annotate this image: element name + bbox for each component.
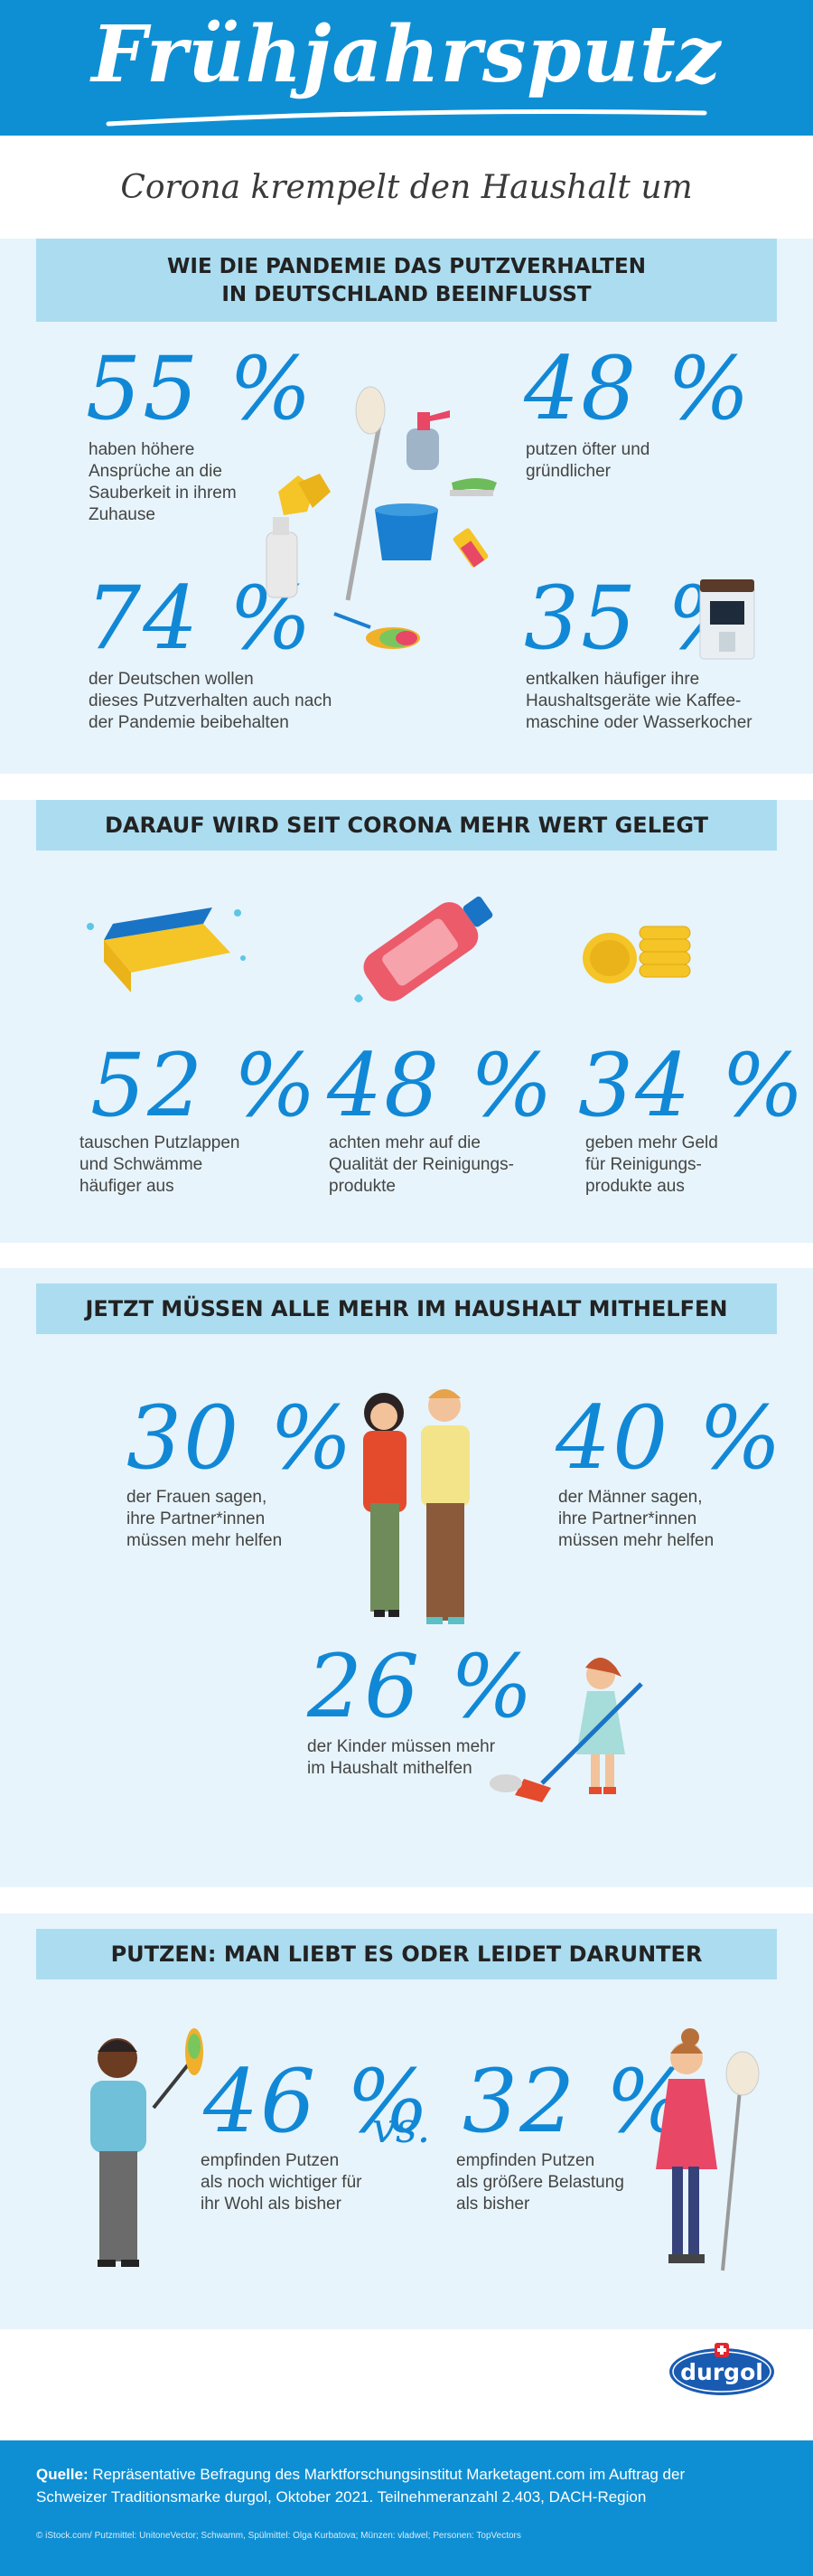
stat-value: 34 % (578, 1035, 806, 1136)
section-heading: PUTZEN: MAN LIEBT ES ODER LEIDET DARUNTE… (36, 1929, 777, 1979)
stat-value: 55 % (86, 338, 313, 439)
stat-value: 48 % (524, 338, 752, 439)
stat-description: der Männer sagen, ihre Partner*innen müsse… (558, 1488, 715, 1550)
stat-description: der Kinder müssen mehr im Haushalt mithel… (307, 1737, 496, 1778)
title-underline (106, 109, 707, 127)
section-heading: WIE DIE PANDEMIE DAS PUTZVERHALTEN IN DE… (36, 239, 777, 322)
section-heading: JETZT MÜSSEN ALLE MEHR IM HAUSHALT MITHE… (36, 1283, 777, 1334)
sponge-icon (87, 907, 246, 992)
footer: Quelle: Repräsentative Befragung des Mar… (0, 2440, 813, 2576)
stat-value: 30 % (126, 1387, 354, 1489)
section-love-or-suffer: PUTZEN: MAN LIEBT ES ODER LEIDET DARUNTE… (0, 1913, 813, 2329)
stat-description: achten mehr auf die Qualität der Reinigun… (329, 1133, 514, 1196)
detergent-bottle-icon (354, 896, 493, 1002)
logo-text: durgol (680, 2359, 763, 2385)
stat-value: 46 % (203, 2051, 431, 2152)
stat-value: 40 % (556, 1387, 783, 1489)
durgol-logo-overlay: durgol (668, 2343, 775, 2395)
coins-icon (583, 926, 691, 983)
page-subtitle: Corona krempelt den Haushalt um (120, 169, 693, 206)
section-priorities: DARAUF WIRD SEIT CORONA MEHR WERT GELEGT… (0, 800, 813, 1243)
stat-description: tauschen Putzlappen und Schwämme häufiger … (79, 1133, 240, 1196)
child-sweeping-illustration (490, 1658, 643, 1802)
stat-description: geben mehr Geld für Reinigungs-produkte a… (585, 1133, 718, 1196)
woman-with-mop-illustration (656, 2028, 760, 2271)
coffee-machine-icon (699, 579, 755, 660)
section-pandemic-behavior: WIE DIE PANDEMIE DAS PUTZVERHALTEN IN DE… (0, 239, 813, 774)
image-credits: © iStock.com/ Putzmittel: UnitoneVector;… (36, 2531, 521, 2541)
stat-value: 32 % (463, 2051, 690, 2152)
stat-description: empfinden Putzen als noch wichtiger für ih… (201, 2151, 362, 2214)
stat-value: 48 % (327, 1035, 555, 1136)
stat-description: entkalken häufiger ihre Haushaltsgeräte w… (526, 670, 752, 732)
section-heading: DARAUF WIRD SEIT CORONA MEHR WERT GELEGT (36, 800, 777, 851)
stat-value: 26 % (307, 1636, 535, 1737)
stat-description: putzen öfter und gründlicher (526, 440, 650, 481)
stat-description: empfinden Putzen als größere Belastung als… (456, 2151, 624, 2214)
source-text: Quelle: Repräsentative Befragung des Mar… (36, 2466, 686, 2505)
header-banner: Frühjahrsputz (0, 0, 813, 136)
couple-illustration (363, 1389, 470, 1624)
section-household-help: JETZT MÜSSEN ALLE MEHR IM HAUSHALT MITHE… (0, 1268, 813, 1887)
man-with-duster-illustration (90, 2028, 203, 2267)
swiss-cross-icon (715, 2343, 729, 2357)
cleaning-supplies-illustration (266, 386, 497, 649)
stat-description: haben höhere Ansprüche an die Sauberkeit i… (89, 440, 237, 524)
stat-description: der Deutschen wollen dieses Putzverhalten… (89, 670, 332, 732)
page-title: Frühjahrsputz (91, 9, 722, 100)
stat-value: 52 % (90, 1035, 318, 1136)
stat-description: der Frauen sagen, ihre Partner*innen müsse… (126, 1488, 283, 1550)
versus-label: vs. (372, 2103, 431, 2152)
